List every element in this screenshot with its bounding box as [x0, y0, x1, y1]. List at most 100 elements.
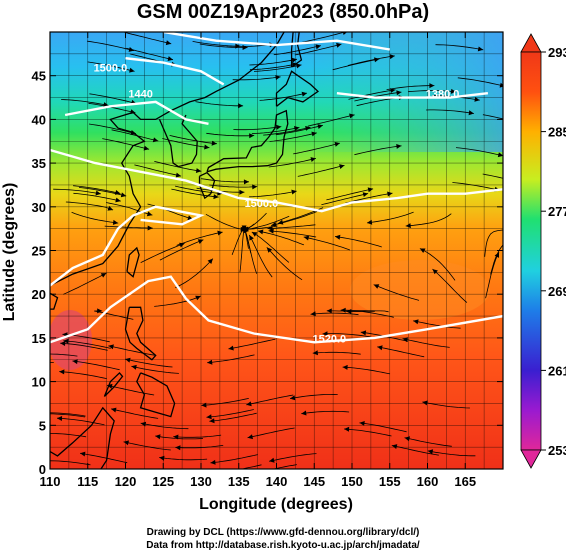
streamline [310, 312, 359, 316]
streamline [269, 132, 317, 142]
streamline [50, 413, 86, 418]
streamline [53, 188, 101, 195]
x-tick-label: 110 [40, 474, 61, 489]
streamline-arrow [335, 234, 341, 240]
coast-japan-honshu [206, 109, 289, 173]
y-tick-label: 10 [32, 375, 46, 390]
streamline-arrow [311, 131, 317, 137]
streamline [347, 55, 395, 66]
streamline-arrow [207, 359, 213, 365]
credits-drawing-line: Drawing by DCL (https://www.gfd-dennou.o… [146, 527, 420, 538]
streamline-arrow [422, 400, 428, 406]
coast-luzon [124, 306, 157, 361]
streamline [111, 129, 159, 142]
streamline [162, 138, 210, 149]
streamline [404, 437, 452, 447]
streamline [419, 248, 456, 281]
streamline-arrow [310, 157, 316, 162]
streamline-arrow [80, 451, 86, 457]
streamline-arrow [391, 444, 398, 449]
streamline-arrow [195, 295, 201, 301]
streamline-arrow [290, 395, 296, 401]
streamline-arrow [211, 140, 217, 146]
streamline [268, 230, 317, 238]
colorbar-label: 285 [548, 125, 566, 140]
height-contours: 1500.0 1440 1380.0 1500.0 1520.0 [50, 32, 503, 345]
streamline [102, 138, 150, 150]
streamline-arrow [396, 144, 402, 149]
streamline-arrow [271, 221, 277, 227]
streamline [273, 45, 321, 56]
chart-title: GSM 00Z19Apr2023 (850.0hPa) [136, 1, 430, 23]
streamline-arrow [419, 248, 426, 253]
contour-label: 1500.0 [245, 198, 279, 210]
streamline [426, 109, 474, 114]
streamline [303, 236, 351, 251]
y-tick-label: 5 [39, 418, 46, 433]
streamline-arrow [210, 459, 216, 465]
streamline-arrow [107, 205, 114, 211]
streamline [490, 244, 503, 275]
streamline-arrow [131, 364, 137, 370]
streamline [206, 132, 255, 137]
streamline [159, 457, 208, 461]
cold-region-northeast [300, 32, 503, 152]
streamline [342, 366, 391, 375]
streamline-arrow [268, 228, 274, 234]
streamline-arrow [173, 434, 179, 440]
streamline [154, 295, 201, 307]
streamline-arrow [115, 197, 121, 203]
streamline [402, 338, 450, 348]
streamline [246, 394, 294, 406]
streamline [457, 77, 503, 87]
streamline [271, 464, 297, 469]
streamline-arrow [175, 445, 181, 451]
streamline-arrow [250, 471, 255, 476]
credits: Drawing by DCL (https://www.gfd-dennou.o… [0, 526, 566, 552]
streamline [249, 63, 298, 71]
streamline [257, 230, 305, 246]
streamline-arrow [303, 235, 310, 241]
streamline-arrow [204, 144, 210, 150]
streamline [50, 362, 54, 363]
streamline-arrow [140, 421, 147, 427]
streamline [391, 445, 439, 456]
y-tick-label: 30 [32, 200, 46, 215]
streamline [199, 43, 248, 48]
colorbar-label: 261 [548, 363, 566, 378]
streamline-arrow [214, 471, 219, 476]
streamline [377, 346, 425, 358]
streamline-arrow [310, 311, 316, 317]
streamline-arrow [143, 145, 150, 151]
streamline-arrow [37, 411, 42, 416]
streamline-arrow [389, 54, 395, 60]
y-tick-label: 45 [32, 69, 46, 84]
streamline-arrow [374, 57, 380, 63]
streamline [259, 92, 308, 101]
x-tick-label: 145 [303, 474, 325, 489]
streamline [169, 135, 217, 145]
height-contour-line [64, 100, 209, 125]
streamline-arrow [246, 401, 252, 407]
streamline [195, 101, 244, 107]
credits-data-line: Data from http://database.rish.kyoto-u.a… [146, 540, 420, 551]
streamline [50, 412, 86, 417]
streamline-arrow [258, 229, 264, 235]
x-tick-label: 160 [417, 474, 439, 489]
streamline-arrow [59, 369, 65, 375]
streamline [240, 464, 262, 469]
streamline-arrow [175, 172, 182, 178]
streamline-arrow [477, 46, 484, 52]
x-tick-label: 130 [190, 474, 212, 489]
streamline-arrow [396, 90, 402, 96]
streamline-arrow [179, 242, 185, 248]
streamline [247, 427, 295, 439]
x-tick-label: 150 [341, 474, 363, 489]
streamline [50, 353, 78, 357]
streamline [61, 99, 109, 106]
streamline [50, 460, 91, 466]
streamline [159, 239, 204, 261]
x-tick-label: 115 [77, 474, 98, 489]
streamline [482, 114, 503, 120]
